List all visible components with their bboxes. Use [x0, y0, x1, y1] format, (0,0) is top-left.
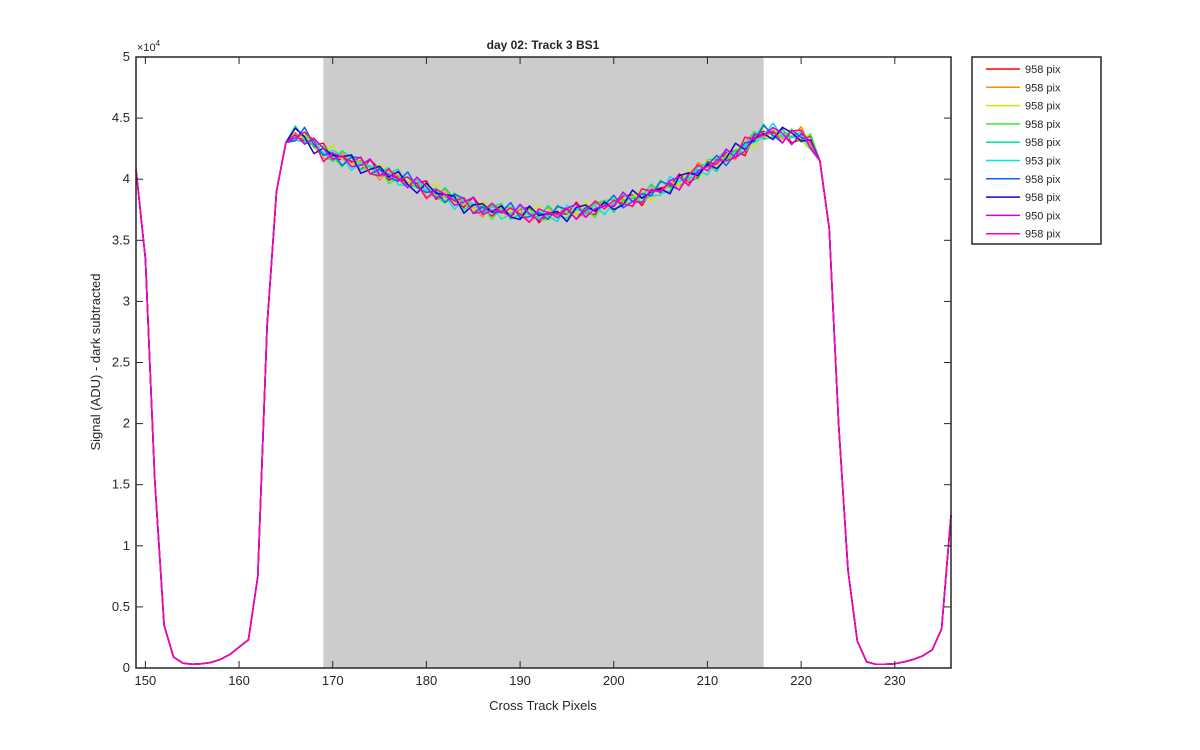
legend-label: 958 pix	[1025, 174, 1061, 186]
legend-label: 958 pix	[1025, 192, 1061, 204]
legend-box	[971, 56, 1102, 245]
plot-frame	[135, 56, 952, 669]
x-tick-label: 210	[697, 673, 719, 688]
y-tick-label: 1.5	[112, 477, 130, 492]
x-axis-label: Cross Track Pixels	[489, 698, 597, 713]
y-tick-label: 0	[123, 660, 130, 675]
x-tick-label: 220	[790, 673, 812, 688]
y-axis-label: Signal (ADU) - dark subtracted	[88, 273, 103, 450]
legend-label: 950 pix	[1025, 210, 1061, 222]
y-tick-label: 1	[123, 538, 130, 553]
y-tick-label: 4	[123, 171, 130, 186]
x-tick-label: 230	[884, 673, 906, 688]
legend-label: 958 pix	[1025, 82, 1061, 94]
y-tick-label: 2	[123, 416, 130, 431]
y-tick-label: 0.5	[112, 599, 130, 614]
legend-label: 958 pix	[1025, 119, 1061, 131]
legend-label: 958 pix	[1025, 64, 1061, 76]
legend: 958 pix 958 pix 958 pix 958 pix 958 pix 953 p…	[971, 56, 1102, 245]
series-lines	[135, 122, 952, 666]
series-line	[135, 129, 952, 666]
legend-label: 958 pix	[1025, 101, 1061, 113]
x-tick-label: 200	[603, 673, 625, 688]
x-tick-label: 180	[416, 673, 438, 688]
y-tick-label: 3.5	[112, 232, 130, 247]
y-exponent-label: ×104	[137, 39, 161, 54]
y-tick-label: 2.5	[112, 355, 130, 370]
legend-label: 953 pix	[1025, 156, 1061, 168]
legend-label: 958 pix	[1025, 137, 1061, 149]
x-tick-label: 150	[135, 673, 157, 688]
x-tick-label: 170	[322, 673, 344, 688]
legend-label: 958 pix	[1025, 229, 1061, 241]
y-tick-label: 4.5	[112, 110, 130, 125]
shaded-region	[323, 57, 764, 668]
x-tick-label: 190	[509, 673, 531, 688]
axis-ticks: 150 160 170 180 190 200 210 220 230 0 0.5 1 1.5 2 2.5 3…	[112, 49, 951, 688]
y-tick-label: 3	[123, 293, 130, 308]
y-tick-label: 5	[123, 49, 130, 64]
chart-title: day 02: Track 3 BS1	[487, 38, 600, 52]
x-tick-label: 160	[228, 673, 250, 688]
